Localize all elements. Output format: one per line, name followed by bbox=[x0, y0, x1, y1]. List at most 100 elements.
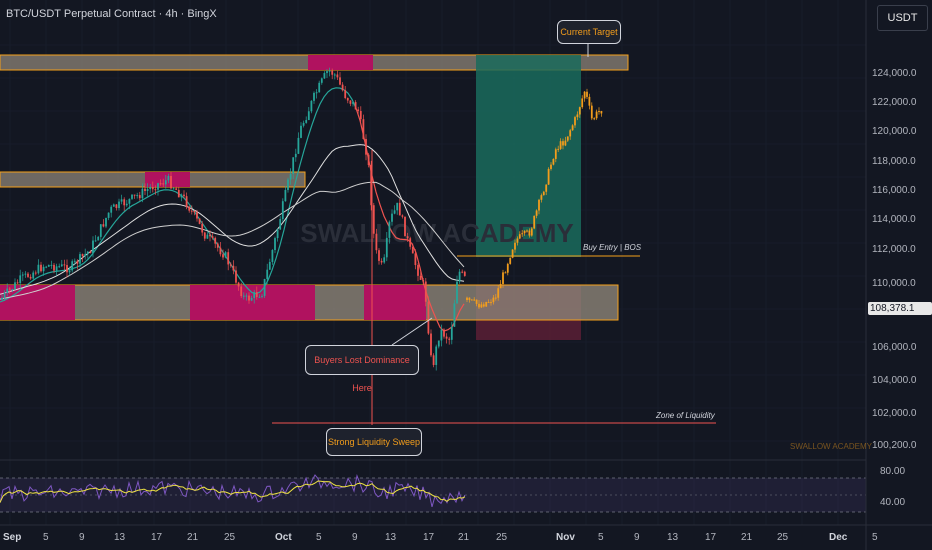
candle-body bbox=[138, 195, 141, 199]
candle-body bbox=[209, 234, 211, 237]
candle-body bbox=[175, 188, 178, 190]
projected-body bbox=[485, 301, 488, 307]
candle-body bbox=[362, 119, 365, 140]
candle-body bbox=[6, 288, 9, 293]
candle-body bbox=[414, 253, 417, 266]
candle-body bbox=[409, 238, 412, 247]
projected-body bbox=[504, 272, 507, 274]
projected-body bbox=[499, 283, 502, 289]
price-tick: 102,000.0 bbox=[872, 408, 917, 419]
candle-body bbox=[123, 199, 126, 206]
watermark-center: SWALLOW ACADEMY bbox=[300, 218, 573, 248]
candle-body bbox=[391, 213, 393, 222]
candle-body bbox=[443, 329, 445, 337]
projected-body bbox=[526, 230, 528, 232]
candle-body bbox=[411, 246, 414, 254]
candle-body bbox=[372, 205, 375, 234]
candle-body bbox=[84, 253, 87, 257]
time-label: 21 bbox=[741, 532, 753, 543]
candle-body bbox=[157, 183, 159, 190]
strong-sweep-callout: Strong Liquidity Sweep bbox=[326, 428, 422, 456]
projected-body bbox=[490, 302, 492, 304]
candle-body bbox=[349, 100, 352, 104]
time-label: 13 bbox=[114, 532, 126, 543]
candle-body bbox=[229, 264, 232, 266]
candle-body bbox=[224, 252, 227, 258]
projected-body bbox=[533, 215, 536, 229]
candle-body bbox=[37, 264, 40, 274]
projected-body bbox=[521, 233, 524, 235]
candle-body bbox=[437, 340, 440, 347]
projected-body bbox=[552, 158, 555, 165]
candle-body bbox=[227, 252, 230, 265]
candle-body bbox=[255, 292, 258, 297]
projected-body bbox=[586, 91, 588, 97]
time-label: 9 bbox=[79, 532, 85, 543]
candle-body bbox=[419, 275, 422, 280]
candle-body bbox=[232, 265, 235, 271]
candle-body bbox=[40, 264, 42, 272]
candle-body bbox=[92, 240, 94, 254]
candle-body bbox=[365, 139, 367, 155]
time-label: 25 bbox=[777, 532, 789, 543]
candle-body bbox=[42, 266, 45, 272]
candle-body bbox=[432, 355, 435, 365]
time-label: 5 bbox=[598, 532, 604, 543]
projected-body bbox=[574, 117, 576, 126]
candle-body bbox=[385, 237, 388, 258]
projected-body bbox=[497, 288, 500, 298]
candle-body bbox=[89, 251, 92, 254]
projected-body bbox=[559, 141, 562, 149]
candle-body bbox=[172, 188, 175, 190]
candle-body bbox=[401, 215, 404, 217]
candle-body bbox=[417, 265, 419, 276]
candle-body bbox=[276, 229, 279, 239]
time-label: 17 bbox=[423, 532, 435, 543]
candle-body bbox=[55, 266, 58, 271]
candle-body bbox=[8, 288, 11, 290]
candle-body bbox=[86, 251, 89, 254]
candle-body bbox=[359, 110, 362, 120]
currency-selector[interactable]: USDT bbox=[877, 5, 928, 31]
candle-body bbox=[136, 195, 139, 197]
candle-body bbox=[406, 236, 409, 239]
candle-body bbox=[16, 282, 19, 284]
rsi-tick: 40.00 bbox=[880, 497, 906, 508]
projected-body bbox=[535, 210, 538, 216]
candle-body bbox=[287, 179, 289, 190]
candle-body bbox=[196, 212, 198, 219]
projected-body bbox=[506, 263, 509, 273]
price-tick: 116,000.0 bbox=[872, 185, 916, 196]
candle-body bbox=[29, 276, 32, 279]
candle-body bbox=[102, 224, 105, 227]
time-label: 21 bbox=[458, 532, 470, 543]
candle-body bbox=[131, 194, 133, 199]
candle-body bbox=[58, 266, 61, 268]
candle-body bbox=[326, 71, 328, 74]
candle-body bbox=[458, 271, 461, 282]
candle-body bbox=[284, 189, 287, 202]
candle-body bbox=[144, 188, 146, 191]
candle-body bbox=[222, 254, 224, 258]
watermark-corner: SWALLOW ACADEMY bbox=[790, 442, 872, 451]
candle-body bbox=[63, 264, 66, 266]
candle-body bbox=[164, 180, 167, 185]
projected-body bbox=[518, 234, 521, 239]
candle-body bbox=[94, 240, 97, 242]
candle-body bbox=[146, 189, 149, 191]
moving-average-white-slow bbox=[0, 181, 465, 300]
candle-body bbox=[318, 82, 321, 93]
time-label: 5 bbox=[43, 532, 49, 543]
candle-body bbox=[1, 297, 3, 300]
candle-body bbox=[250, 297, 253, 301]
projected-body bbox=[542, 191, 545, 196]
candle-body bbox=[328, 70, 331, 72]
candle-body bbox=[110, 206, 113, 213]
projected-body bbox=[593, 118, 596, 120]
candle-body bbox=[393, 210, 396, 214]
time-label: 17 bbox=[151, 532, 163, 543]
time-label: Nov bbox=[556, 532, 575, 543]
candle-body bbox=[3, 292, 6, 298]
candle-body bbox=[263, 279, 266, 296]
